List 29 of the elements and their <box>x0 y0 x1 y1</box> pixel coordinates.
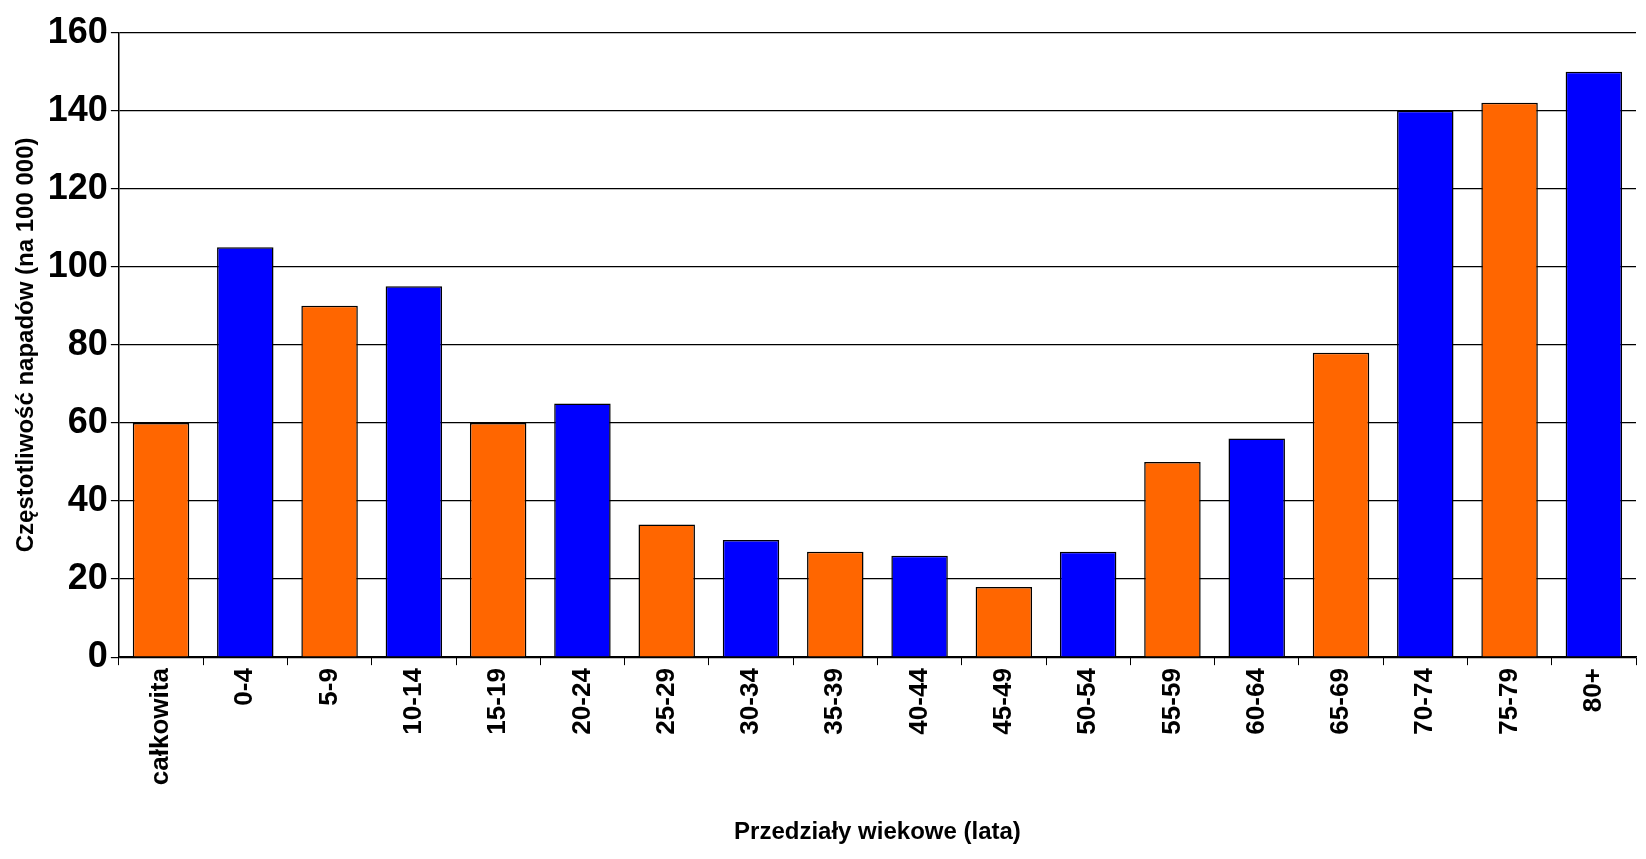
x-tick-label: 10-14 <box>397 667 428 735</box>
y-tick-label: 140 <box>47 87 108 129</box>
x-tick-label: 75-79 <box>1492 668 1523 735</box>
x-tick-label: 55-59 <box>1155 668 1186 735</box>
y-tick-label: 160 <box>47 9 108 51</box>
x-tick-label: 5-9 <box>312 668 343 706</box>
x-tick-label: 25-29 <box>649 668 680 735</box>
x-tick-label: 50-54 <box>1071 667 1102 735</box>
y-tick-label: 60 <box>67 399 108 441</box>
x-axis-title: Przedziały wiekowe (lata) <box>734 817 1021 845</box>
y-tick-label: 100 <box>47 243 108 285</box>
y-tick-label: 40 <box>67 477 108 519</box>
x-tick-label: 30-34 <box>734 667 765 735</box>
y-tick-label: 20 <box>67 556 108 597</box>
x-tick-label: 0-4 <box>228 667 259 706</box>
y-axis-title: Częstotliwość napadów (na 100 000) <box>11 137 39 553</box>
x-tick-label: 40-44 <box>902 667 933 735</box>
y-tick-label: 120 <box>47 165 108 207</box>
x-tick-label: 35-39 <box>818 668 849 735</box>
x-tick-label: 20-24 <box>565 667 596 735</box>
y-tick-label: 0 <box>87 634 108 676</box>
x-tick-label: 70-74 <box>1408 667 1439 735</box>
x-tick-label: całkowita <box>144 667 175 786</box>
x-tick-label: 65-69 <box>1324 668 1355 735</box>
x-tick-label: 45-49 <box>987 668 1018 735</box>
x-tick-label: 15-19 <box>481 668 512 735</box>
x-tick-label: 60-64 <box>1239 667 1270 735</box>
x-tick-label: 80+ <box>1577 668 1608 713</box>
y-tick-label: 80 <box>67 321 108 363</box>
